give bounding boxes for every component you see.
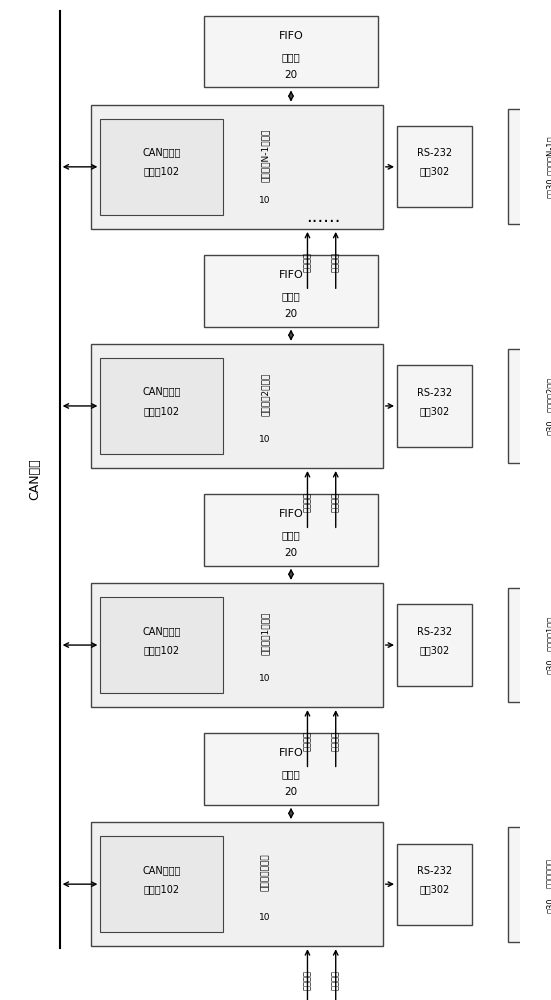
Bar: [397, 604, 472, 686]
Text: 接口302: 接口302: [419, 167, 450, 177]
Text: 20: 20: [284, 787, 298, 797]
Text: 接口302: 接口302: [419, 884, 450, 894]
Text: 发模块102: 发模块102: [143, 884, 180, 894]
Text: 显示节点2上位: 显示节点2上位: [546, 377, 551, 412]
Text: 发模块102: 发模块102: [143, 167, 180, 177]
Bar: [91, 344, 383, 468]
Text: 20: 20: [284, 548, 298, 558]
Text: 控制节点同步器: 控制节点同步器: [261, 854, 269, 891]
Text: 机30: 机30: [546, 897, 551, 913]
Text: 20: 20: [284, 70, 298, 80]
Text: 存储器: 存储器: [282, 52, 300, 62]
Text: 存储器: 存储器: [282, 770, 300, 780]
Text: RS-232: RS-232: [417, 627, 452, 637]
Bar: [508, 109, 551, 224]
Text: 显示节点2同步器: 显示节点2同步器: [261, 373, 269, 416]
Text: 存储器: 存储器: [282, 291, 300, 301]
Bar: [91, 583, 383, 707]
Text: 20: 20: [284, 309, 298, 319]
Text: 图形信号: 图形信号: [303, 731, 312, 751]
Text: RS-232: RS-232: [417, 866, 452, 876]
Bar: [508, 349, 551, 463]
Bar: [100, 358, 223, 454]
Text: 图形信号: 图形信号: [303, 970, 312, 990]
Text: 10: 10: [260, 913, 271, 922]
Text: CAN总线收: CAN总线收: [142, 387, 181, 397]
Text: CAN总线收: CAN总线收: [142, 626, 181, 636]
Text: 显示节点1上位: 显示节点1上位: [546, 616, 551, 651]
Text: 发模块102: 发模块102: [143, 645, 180, 655]
Bar: [100, 597, 223, 693]
Text: 存储器: 存储器: [282, 531, 300, 541]
Text: RS-232: RS-232: [417, 388, 452, 398]
Bar: [508, 588, 551, 702]
Text: 10: 10: [260, 674, 271, 683]
Text: RS-232: RS-232: [417, 148, 452, 158]
Text: ......: ......: [306, 208, 341, 226]
Text: 图形信号: 图形信号: [331, 252, 340, 272]
Text: 控制节点上位: 控制节点上位: [546, 858, 551, 888]
Bar: [204, 733, 378, 805]
Text: FIFO: FIFO: [279, 509, 304, 519]
Bar: [397, 365, 472, 447]
Text: 接口302: 接口302: [419, 645, 450, 655]
Text: 位机30: 位机30: [546, 178, 551, 198]
Text: 发模块102: 发模块102: [143, 406, 180, 416]
Text: 10: 10: [260, 196, 271, 205]
Text: 图形信号: 图形信号: [331, 731, 340, 751]
Text: 机30: 机30: [546, 419, 551, 435]
Bar: [204, 494, 378, 566]
Text: 图形信号: 图形信号: [303, 252, 312, 272]
Text: CAN总线收: CAN总线收: [142, 865, 181, 875]
Bar: [100, 836, 223, 932]
Bar: [508, 827, 551, 942]
Text: FIFO: FIFO: [279, 748, 304, 758]
Text: 10: 10: [260, 435, 271, 444]
Text: 图形信号: 图形信号: [331, 492, 340, 512]
Text: FIFO: FIFO: [279, 270, 304, 280]
Bar: [397, 844, 472, 925]
Text: 接口302: 接口302: [419, 406, 450, 416]
Text: CAN总线: CAN总线: [28, 459, 41, 500]
Bar: [91, 105, 383, 229]
Text: 显示节点N-1同步器: 显示节点N-1同步器: [261, 129, 269, 182]
Text: 机30: 机30: [546, 658, 551, 674]
Text: 显示节点N-1上: 显示节点N-1上: [546, 136, 551, 175]
Text: FIFO: FIFO: [279, 31, 304, 41]
Bar: [204, 255, 378, 327]
Text: CAN总线收: CAN总线收: [142, 148, 181, 158]
Bar: [204, 16, 378, 87]
Bar: [91, 822, 383, 946]
Text: 图形信号: 图形信号: [331, 970, 340, 990]
Text: 显示节点1同步器: 显示节点1同步器: [261, 612, 269, 655]
Bar: [397, 126, 472, 207]
Text: 图形信号: 图形信号: [303, 492, 312, 512]
Bar: [100, 119, 223, 215]
